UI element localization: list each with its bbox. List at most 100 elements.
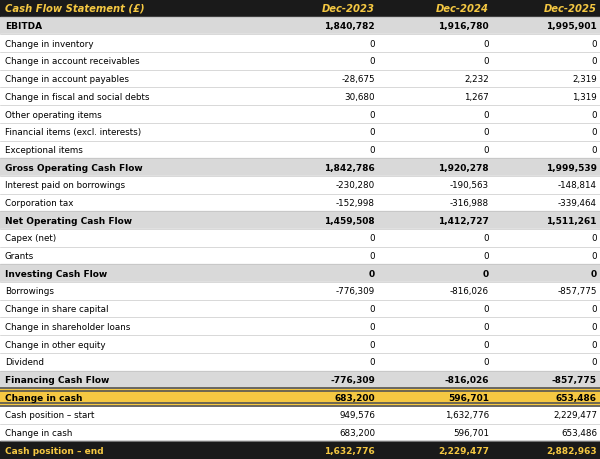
Text: 0: 0 [484,340,489,349]
Text: 1,999,539: 1,999,539 [546,163,597,172]
Text: 0: 0 [370,358,375,366]
Text: 2,229,477: 2,229,477 [553,410,597,420]
Text: Other operating items: Other operating items [5,110,101,119]
Text: 2,229,477: 2,229,477 [438,446,489,455]
Text: Financial items (excl. interests): Financial items (excl. interests) [5,128,141,137]
Text: 0: 0 [484,146,489,155]
Text: 0: 0 [484,358,489,366]
Text: Change in shareholder loans: Change in shareholder loans [5,322,130,331]
Text: 1,459,508: 1,459,508 [325,216,375,225]
Text: 653,486: 653,486 [561,428,597,437]
Text: Capex (net): Capex (net) [5,234,56,243]
Text: -857,775: -857,775 [557,287,597,296]
Text: Change in cash: Change in cash [5,393,82,402]
Text: 1,920,278: 1,920,278 [439,163,489,172]
Bar [0,212,600,230]
Bar [0,424,600,442]
Text: 1,840,782: 1,840,782 [325,22,375,31]
Text: -816,026: -816,026 [450,287,489,296]
Text: Change in share capital: Change in share capital [5,304,108,313]
Text: 0: 0 [484,322,489,331]
Text: Change in other equity: Change in other equity [5,340,106,349]
Text: -190,563: -190,563 [450,181,489,190]
Text: 0: 0 [591,269,597,278]
Text: 0: 0 [370,234,375,243]
Text: 1,916,780: 1,916,780 [439,22,489,31]
Bar [0,141,600,159]
Text: 0: 0 [370,128,375,137]
Text: Cash position – end: Cash position – end [5,446,103,455]
Text: 1,267: 1,267 [464,93,489,101]
Text: 0: 0 [370,340,375,349]
Text: 2,319: 2,319 [572,75,597,84]
Bar [0,159,600,177]
Text: 1,632,776: 1,632,776 [445,410,489,420]
Text: 653,486: 653,486 [556,393,597,402]
Bar [0,0,600,17]
Text: 0: 0 [370,322,375,331]
Text: 2,232: 2,232 [464,75,489,84]
Text: Change in inventory: Change in inventory [5,39,94,49]
Bar [0,247,600,265]
Text: -776,309: -776,309 [330,375,375,384]
Bar [0,71,600,88]
Text: 0: 0 [484,39,489,49]
Text: Cash Flow Statement (£): Cash Flow Statement (£) [5,4,145,14]
Text: EBITDA: EBITDA [5,22,42,31]
Text: 0: 0 [370,110,375,119]
Text: Borrowings: Borrowings [5,287,54,296]
Text: 0: 0 [592,57,597,66]
Text: -857,775: -857,775 [552,375,597,384]
Text: Cash position – start: Cash position – start [5,410,94,420]
Text: 0: 0 [592,110,597,119]
Text: -148,814: -148,814 [558,181,597,190]
Text: -316,988: -316,988 [450,199,489,207]
Text: 1,842,786: 1,842,786 [324,163,375,172]
Text: 1,995,901: 1,995,901 [546,22,597,31]
Bar [0,35,600,53]
Text: 0: 0 [483,269,489,278]
Bar [0,17,600,35]
Text: Dec-2024: Dec-2024 [436,4,489,14]
Text: Change in account receivables: Change in account receivables [5,57,139,66]
Text: -339,464: -339,464 [558,199,597,207]
Text: 1,412,727: 1,412,727 [438,216,489,225]
Text: 0: 0 [370,39,375,49]
Text: Change in account payables: Change in account payables [5,75,129,84]
Bar [0,353,600,371]
Text: 0: 0 [484,252,489,260]
Text: 0: 0 [369,269,375,278]
Text: Dividend: Dividend [5,358,44,366]
Text: Interest paid on borrowings: Interest paid on borrowings [5,181,125,190]
Text: -776,309: -776,309 [336,287,375,296]
Text: 0: 0 [484,234,489,243]
Bar [0,88,600,106]
Bar [0,336,600,353]
Text: Dec-2025: Dec-2025 [544,4,597,14]
Text: Change in cash: Change in cash [5,428,72,437]
Text: Grants: Grants [5,252,34,260]
Text: 30,680: 30,680 [344,93,375,101]
Bar [0,194,600,212]
Bar [0,406,600,424]
Text: 1,511,261: 1,511,261 [547,216,597,225]
Text: 0: 0 [484,110,489,119]
Bar [0,265,600,282]
Bar [0,318,600,336]
Bar [0,371,600,388]
Bar [0,53,600,71]
Text: 0: 0 [592,128,597,137]
Text: 0: 0 [370,57,375,66]
Text: 683,200: 683,200 [334,393,375,402]
Text: 596,701: 596,701 [453,428,489,437]
Text: 0: 0 [370,304,375,313]
Text: Change in fiscal and social debts: Change in fiscal and social debts [5,93,149,101]
Text: 0: 0 [592,304,597,313]
Text: 1,632,776: 1,632,776 [324,446,375,455]
Text: 0: 0 [484,304,489,313]
Bar [0,282,600,300]
Bar [0,123,600,141]
Text: Gross Operating Cash Flow: Gross Operating Cash Flow [5,163,143,172]
Text: Corporation tax: Corporation tax [5,199,73,207]
Text: 2,882,963: 2,882,963 [547,446,597,455]
